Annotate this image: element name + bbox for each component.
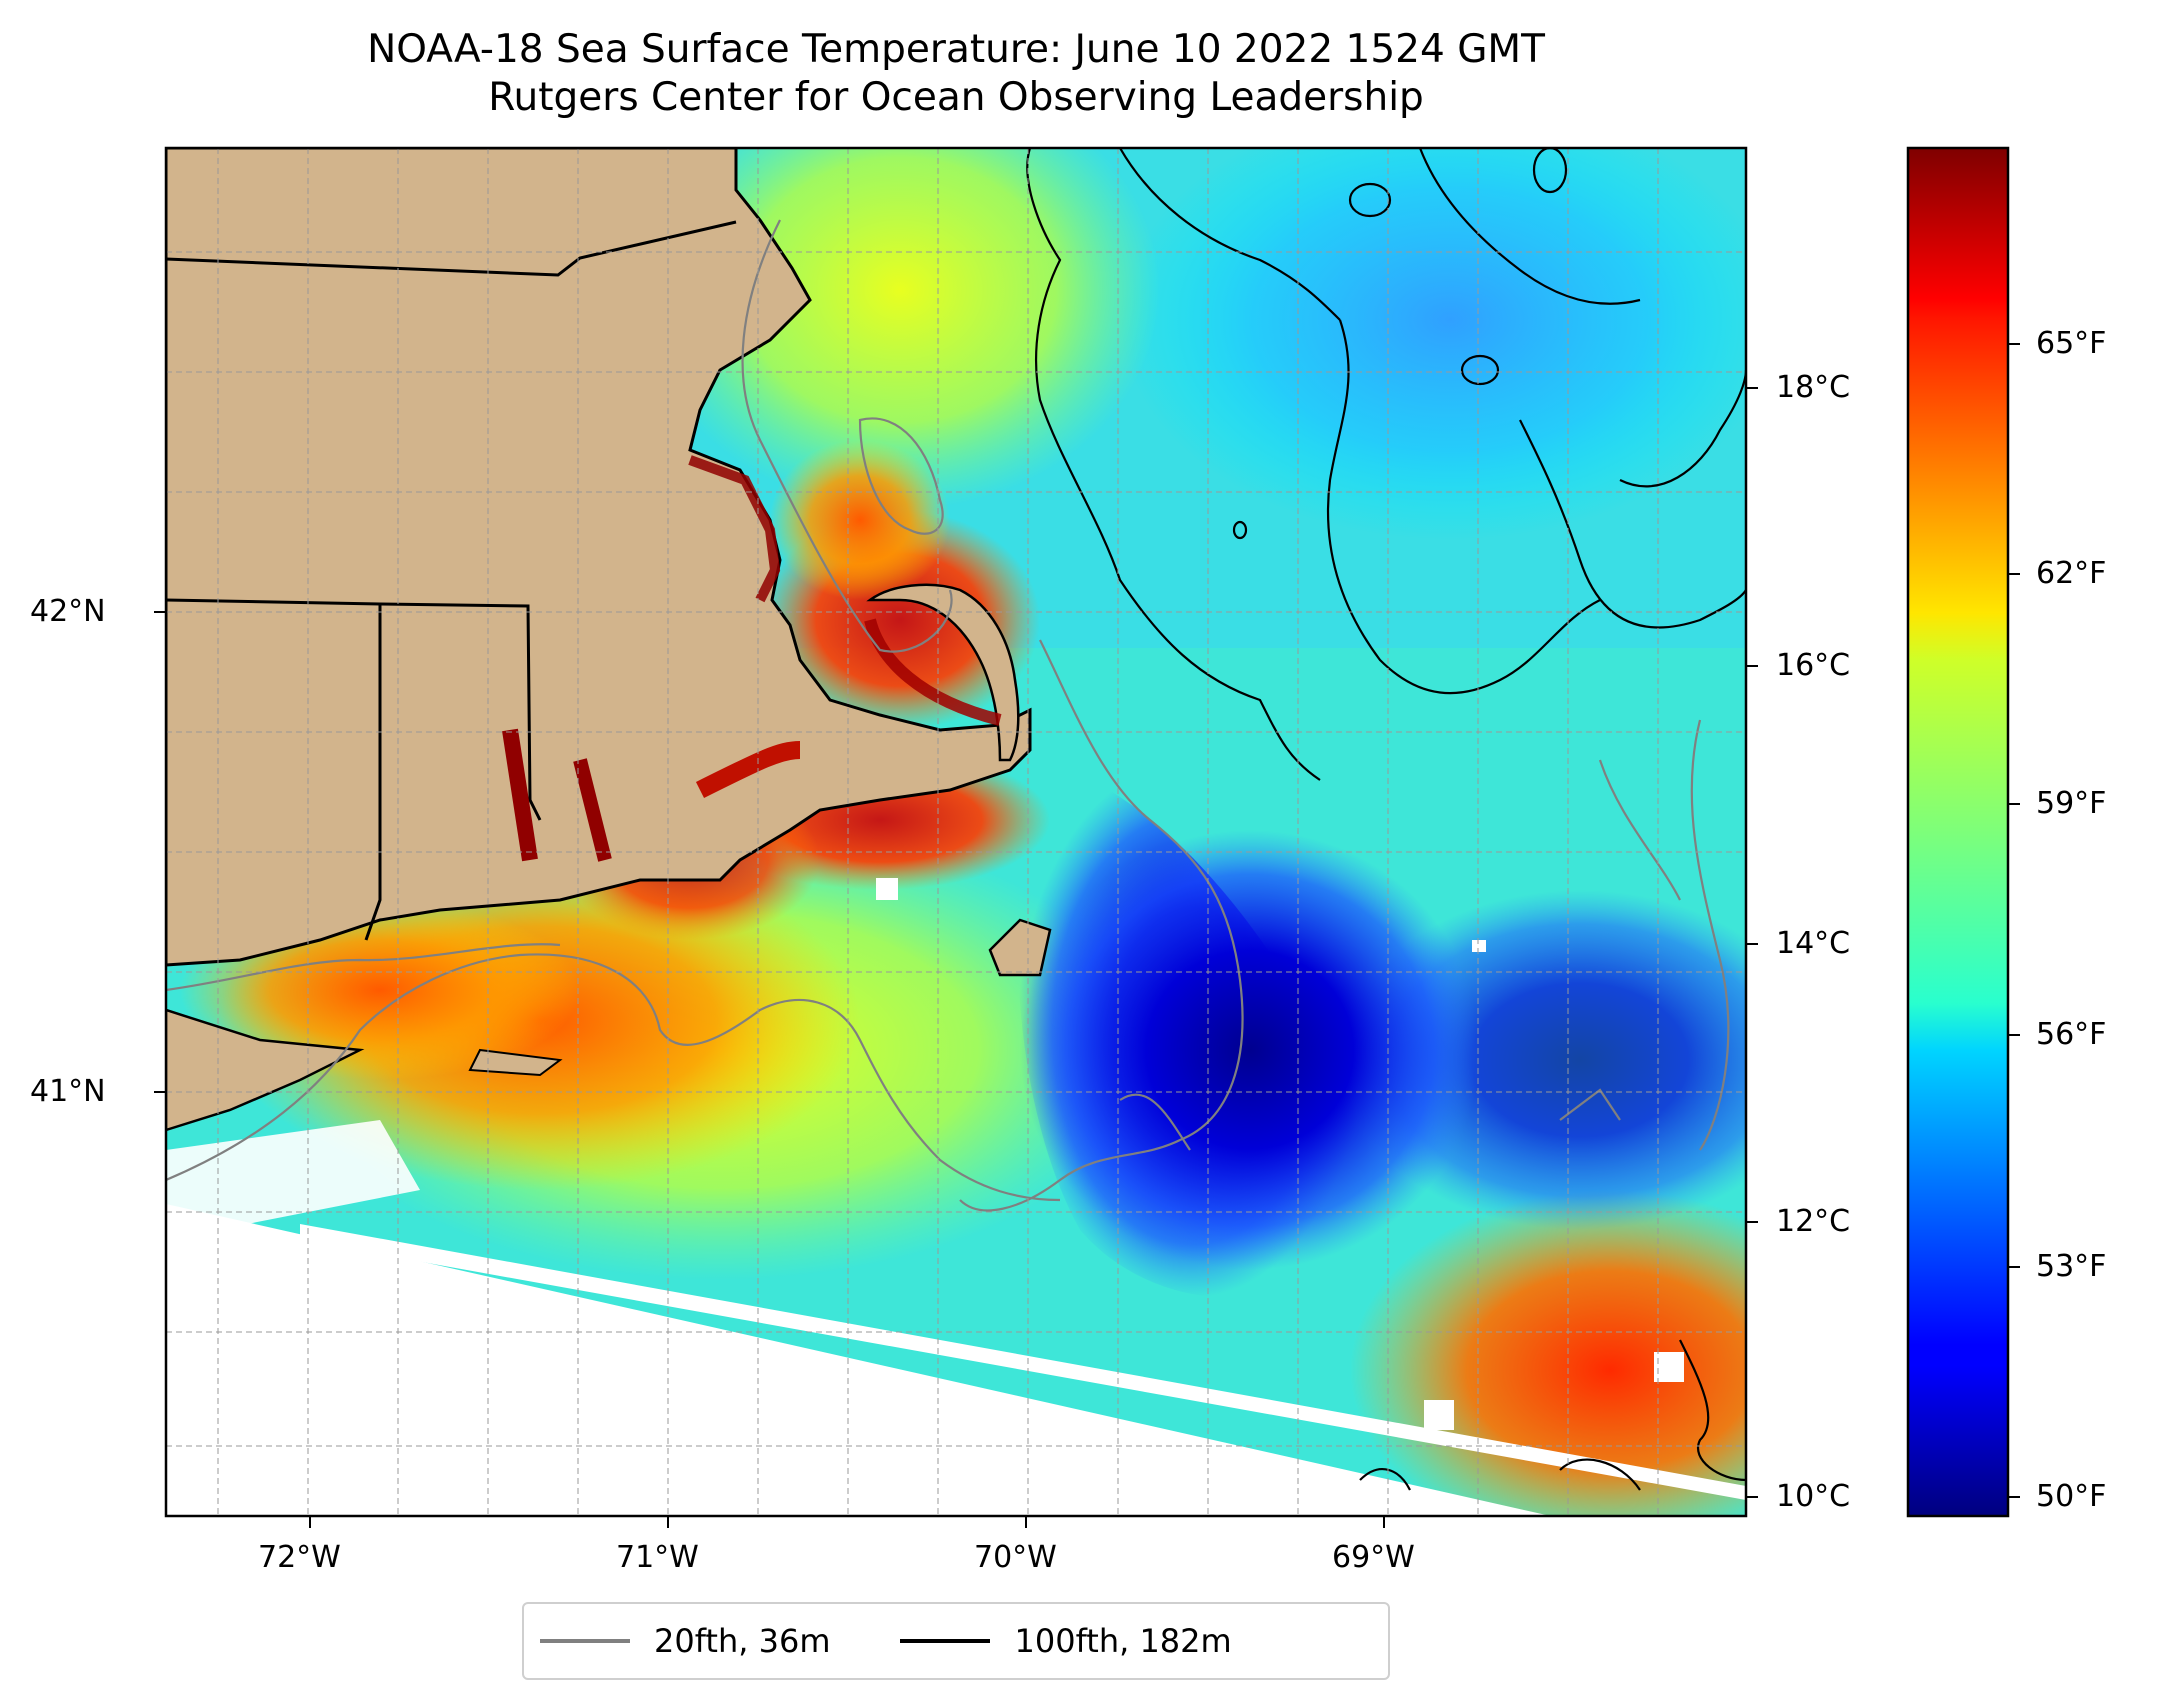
celsius-tick-label: 18°C [1776, 370, 1851, 405]
celsius-tick-label: 12°C [1776, 1204, 1851, 1239]
celsius-tick-label: 10°C [1776, 1479, 1851, 1514]
fahrenheit-tick-label: 59°F [2036, 786, 2107, 821]
isobath-100fth [1026, 148, 1746, 1491]
legend: 20fth, 36m 100fth, 182m [522, 1602, 1390, 1680]
legend-line-grey [540, 1639, 630, 1643]
title-line-2: Rutgers Center for Ocean Observing Leade… [488, 75, 1424, 120]
map-frame [164, 146, 1748, 1518]
lon-tick-label: 69°W [1332, 1540, 1415, 1575]
lon-tick-label: 72°W [258, 1540, 341, 1575]
lat-tick-label: 41°N [30, 1074, 106, 1109]
land [166, 148, 1052, 1132]
fahrenheit-tick-label: 53°F [2036, 1249, 2107, 1284]
fahrenheit-tick-label: 50°F [2036, 1479, 2107, 1514]
colorbar [1906, 146, 2010, 1518]
celsius-tick-label: 16°C [1776, 648, 1851, 683]
legend-line-black [900, 1639, 991, 1643]
isobath-20fth [166, 219, 1730, 1212]
fahrenheit-tick-label: 65°F [2036, 326, 2107, 361]
legend-item-100fth: 100fth, 182m [900, 1622, 1232, 1660]
gridlines [166, 148, 1746, 1516]
lat-tick-label: 42°N [30, 594, 106, 629]
fahrenheit-tick-label: 56°F [2036, 1017, 2107, 1052]
legend-label: 100fth, 182m [1014, 1622, 1232, 1660]
celsius-tick-label: 14°C [1776, 926, 1851, 961]
sst-field [166, 148, 1746, 1516]
lon-tick-label: 70°W [974, 1540, 1057, 1575]
lon-tick-label: 71°W [616, 1540, 699, 1575]
fahrenheit-tick-label: 62°F [2036, 556, 2107, 591]
chart-title: NOAA-18 Sea Surface Temperature: June 10… [166, 26, 1746, 122]
axis-ticks [154, 387, 1758, 1528]
title-line-1: NOAA-18 Sea Surface Temperature: June 10… [367, 27, 1545, 72]
legend-label: 20fth, 36m [654, 1622, 831, 1660]
colorbar-ticks [2008, 343, 2020, 1498]
legend-item-20fth: 20fth, 36m [540, 1622, 830, 1660]
